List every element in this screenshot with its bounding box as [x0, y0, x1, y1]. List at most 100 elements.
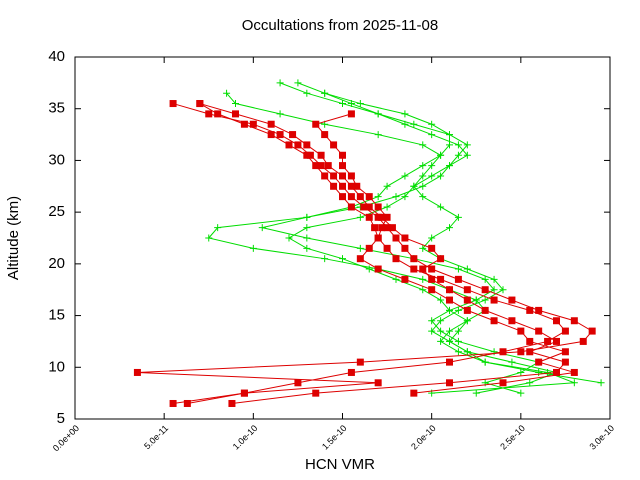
y-tick-label: 20	[48, 255, 65, 272]
marker	[437, 275, 445, 283]
marker	[428, 327, 436, 335]
marker	[553, 317, 560, 325]
marker	[517, 327, 525, 335]
marker	[353, 182, 361, 190]
y-tick-label: 25	[48, 203, 65, 220]
marker	[561, 327, 569, 335]
marker	[232, 100, 239, 108]
profile-line	[199, 103, 567, 404]
marker	[214, 110, 222, 118]
marker	[490, 348, 498, 356]
x-axis-label: HCN VMR	[305, 456, 375, 473]
marker	[535, 358, 543, 366]
marker	[463, 317, 471, 325]
marker	[526, 306, 534, 314]
profile	[312, 110, 578, 397]
marker	[365, 244, 373, 252]
y-tick-label: 5	[57, 410, 65, 427]
profile	[294, 79, 560, 397]
x-tick-label: 1.5e-10	[320, 423, 349, 452]
marker	[490, 286, 498, 294]
y-tick-label: 15	[48, 307, 65, 324]
profile-line	[297, 82, 559, 394]
marker	[446, 337, 453, 345]
marker	[446, 327, 453, 335]
x-tick-label: 5.0e-11	[142, 423, 170, 451]
marker	[535, 306, 543, 314]
marker	[437, 296, 445, 304]
marker	[378, 224, 386, 232]
marker	[410, 265, 418, 273]
marker	[383, 224, 391, 232]
marker	[454, 327, 462, 335]
marker	[428, 244, 436, 252]
marker	[410, 389, 418, 397]
marker	[347, 193, 355, 201]
profile	[196, 100, 569, 407]
marker	[205, 234, 213, 242]
marker	[446, 141, 453, 149]
marker	[490, 275, 498, 283]
marker	[588, 327, 596, 335]
profile	[133, 100, 596, 407]
marker	[499, 348, 507, 356]
marker	[303, 213, 311, 221]
marker	[347, 172, 355, 180]
marker	[374, 131, 382, 139]
marker	[169, 399, 177, 407]
marker	[481, 286, 489, 294]
marker	[324, 162, 332, 170]
marker	[401, 110, 409, 118]
marker	[365, 203, 373, 211]
marker	[285, 234, 293, 242]
marker	[454, 265, 462, 273]
marker	[303, 141, 311, 149]
marker	[428, 317, 436, 325]
marker	[339, 182, 346, 190]
marker	[544, 337, 552, 345]
marker	[339, 100, 346, 108]
marker	[205, 110, 213, 118]
marker	[481, 275, 489, 283]
marker	[339, 255, 346, 263]
marker	[356, 213, 364, 221]
marker	[517, 348, 525, 356]
marker	[481, 296, 489, 304]
marker	[463, 306, 471, 314]
marker	[597, 379, 605, 387]
marker	[508, 358, 516, 366]
marker	[419, 172, 427, 180]
x-tick-label: 2.5e-10	[498, 423, 527, 452]
marker	[133, 368, 141, 376]
marker	[258, 224, 266, 232]
marker	[481, 306, 489, 314]
marker	[312, 120, 320, 128]
marker	[428, 234, 436, 242]
marker	[561, 348, 569, 356]
marker	[303, 151, 311, 159]
marker	[410, 120, 418, 128]
marker	[553, 368, 560, 376]
marker	[294, 141, 302, 149]
marker	[419, 275, 427, 283]
marker	[392, 234, 400, 242]
marker	[454, 151, 462, 159]
x-tick-label: 1.0e-10	[231, 423, 260, 452]
marker	[472, 296, 480, 304]
x-tick-label: 0.0e+00	[51, 423, 81, 453]
marker	[371, 224, 379, 232]
chart-title: Occultations from 2025-11-08	[242, 17, 439, 34]
marker	[347, 110, 355, 118]
marker	[321, 172, 329, 180]
y-axis-label: Altitude (km)	[5, 196, 22, 280]
marker	[356, 193, 364, 201]
marker	[347, 368, 355, 376]
marker	[388, 224, 396, 232]
marker	[383, 203, 391, 211]
marker	[374, 110, 382, 118]
marker	[446, 379, 453, 387]
marker	[365, 265, 373, 273]
marker	[454, 141, 462, 149]
marker	[267, 131, 275, 139]
marker	[463, 286, 471, 294]
